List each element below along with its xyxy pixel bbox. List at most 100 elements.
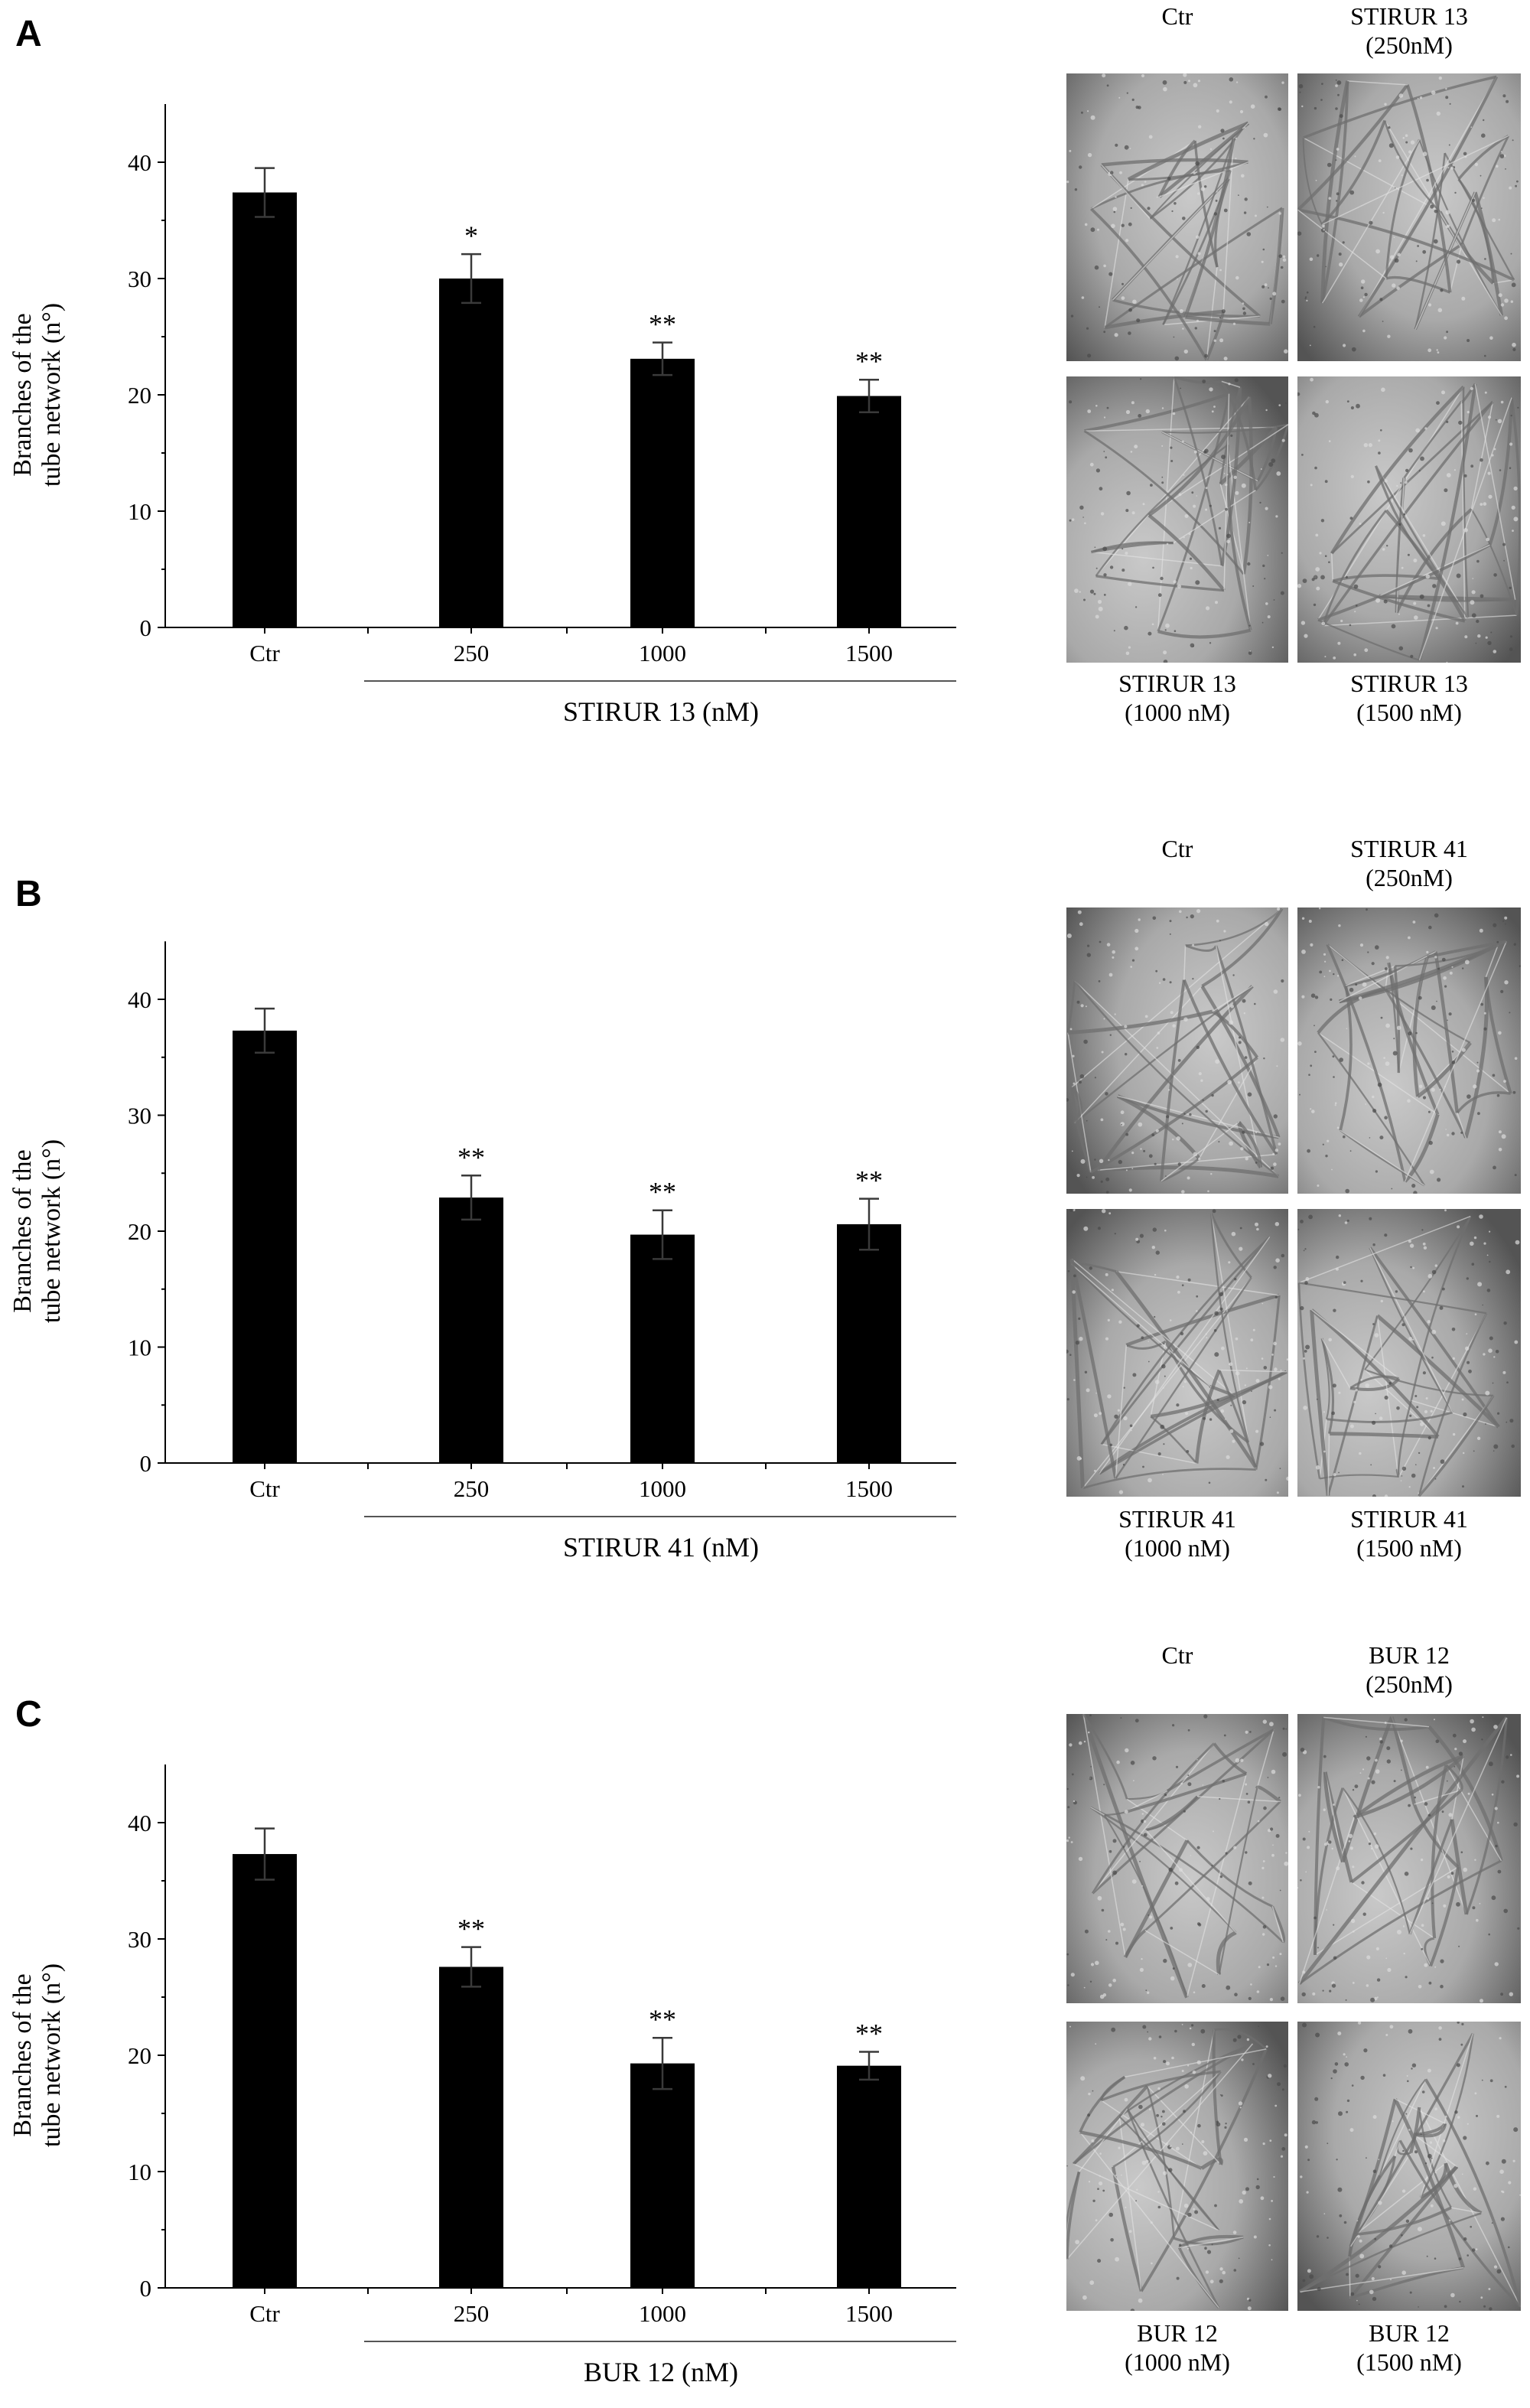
caption-line: STIRUR 41 bbox=[1350, 835, 1468, 862]
y-tick-label: 40 bbox=[128, 1810, 151, 1836]
caption-a-1500: STIRUR 13 (1500 nM) bbox=[1294, 669, 1524, 727]
bar bbox=[630, 2063, 695, 2288]
micrograph-b-1500 bbox=[1297, 1209, 1521, 1497]
significance-label: ** bbox=[855, 1165, 883, 1196]
caption-c-250: BUR 12 (250nM) bbox=[1294, 1641, 1524, 1699]
micrograph-b-ctr bbox=[1066, 907, 1288, 1194]
caption-a-250: STIRUR 13 (250nM) bbox=[1294, 2, 1524, 60]
caption-b-1000: STIRUR 41 (1000 nM) bbox=[1063, 1504, 1292, 1562]
micrograph-texture bbox=[1066, 1209, 1288, 1497]
caption-line: BUR 12 bbox=[1369, 2319, 1450, 2347]
x-tick-label: Ctr bbox=[249, 640, 280, 666]
bar bbox=[233, 1854, 297, 2288]
caption-line: STIRUR 41 bbox=[1350, 1505, 1468, 1533]
y-tick-label: 20 bbox=[128, 2042, 151, 2069]
bar bbox=[837, 2065, 901, 2288]
bar bbox=[233, 192, 297, 627]
bar bbox=[837, 1224, 901, 1463]
caption-line: (1500 nM) bbox=[1356, 2348, 1462, 2376]
y-axis-label: Branches of thetube network (n°) bbox=[8, 1139, 66, 1323]
caption-c-1000: BUR 12 (1000 nM) bbox=[1063, 2318, 1292, 2377]
micrograph-c-1000 bbox=[1066, 2022, 1288, 2311]
y-axis-label: Branches of thetube network (n°) bbox=[8, 303, 66, 487]
micrograph-c-ctr bbox=[1066, 1714, 1288, 2003]
x-tick-label: 1500 bbox=[845, 640, 893, 666]
caption-line: (1000 nM) bbox=[1125, 699, 1230, 726]
micrograph-c-1500 bbox=[1297, 2022, 1521, 2311]
significance-label: ** bbox=[457, 1914, 485, 1944]
caption-line: Ctr bbox=[1161, 1641, 1193, 1669]
x-tick-label: 1000 bbox=[639, 2300, 686, 2327]
panel-letter: B bbox=[15, 874, 42, 914]
x-tick-label: 1000 bbox=[639, 640, 686, 666]
y-tick-label: 40 bbox=[128, 149, 151, 176]
y-tick-label: 30 bbox=[128, 1926, 151, 1953]
micrograph-a-ctr bbox=[1066, 73, 1288, 361]
y-tick-label: 10 bbox=[128, 498, 151, 525]
y-axis-label-line: Branches of the bbox=[8, 1973, 37, 2136]
micrograph-a-1000 bbox=[1066, 376, 1288, 663]
micrograph-a-1500 bbox=[1297, 376, 1521, 663]
caption-a-ctr: Ctr bbox=[1063, 2, 1292, 31]
caption-line: STIRUR 13 bbox=[1118, 670, 1236, 697]
caption-line: (1500 nM) bbox=[1356, 1534, 1462, 1562]
significance-label: ** bbox=[855, 2018, 883, 2048]
micrograph-texture bbox=[1066, 73, 1288, 361]
caption-line: STIRUR 13 bbox=[1350, 670, 1468, 697]
bar bbox=[630, 1234, 695, 1463]
micrograph-texture bbox=[1297, 1714, 1521, 2003]
caption-line: STIRUR 13 bbox=[1350, 2, 1468, 30]
bar bbox=[439, 1966, 503, 2288]
x-axis-label: STIRUR 13 (nM) bbox=[563, 696, 759, 727]
y-tick-label: 10 bbox=[128, 1334, 151, 1361]
significance-label: ** bbox=[649, 309, 676, 340]
caption-line: Ctr bbox=[1161, 835, 1193, 862]
y-tick-label: 10 bbox=[128, 2159, 151, 2185]
y-axis-label-line: tube network (n°) bbox=[37, 303, 66, 487]
x-tick-label: 250 bbox=[454, 1475, 490, 1502]
y-tick-label: 0 bbox=[140, 614, 152, 641]
x-tick-label: 250 bbox=[454, 640, 490, 666]
y-axis-label-line: Branches of the bbox=[8, 313, 37, 476]
y-tick-label: 20 bbox=[128, 382, 151, 409]
y-axis-label-line: tube network (n°) bbox=[37, 1963, 66, 2147]
significance-label: ** bbox=[855, 346, 883, 376]
bar bbox=[837, 396, 901, 627]
micrograph-texture bbox=[1066, 376, 1288, 663]
bar bbox=[439, 1197, 503, 1463]
panel-letter: C bbox=[15, 1694, 42, 1735]
micrograph-b-250 bbox=[1297, 907, 1521, 1194]
x-axis-label: BUR 12 (nM) bbox=[584, 2357, 738, 2387]
bar bbox=[630, 358, 695, 627]
caption-line: Ctr bbox=[1161, 2, 1193, 30]
micrograph-a-250 bbox=[1297, 73, 1521, 361]
y-axis-label-line: tube network (n°) bbox=[37, 1139, 66, 1323]
significance-label: ** bbox=[457, 1142, 485, 1172]
micrograph-texture bbox=[1297, 73, 1521, 361]
caption-c-ctr: Ctr bbox=[1063, 1641, 1292, 1670]
micrograph-c-250 bbox=[1297, 1714, 1521, 2003]
caption-line: (250nM) bbox=[1366, 31, 1453, 59]
caption-a-1000: STIRUR 13 (1000 nM) bbox=[1063, 669, 1292, 727]
micrograph-b-1000 bbox=[1066, 1209, 1288, 1497]
x-axis-label: STIRUR 41 (nM) bbox=[563, 1532, 759, 1562]
x-tick-label: 250 bbox=[454, 2300, 490, 2327]
x-tick-label: Ctr bbox=[249, 2300, 280, 2327]
micrograph-texture bbox=[1297, 1209, 1521, 1497]
bar bbox=[233, 1030, 297, 1463]
significance-label: * bbox=[464, 220, 478, 251]
caption-b-ctr: Ctr bbox=[1063, 834, 1292, 863]
micrograph-texture bbox=[1297, 2022, 1521, 2311]
bar-chart-b: B Branches of thetube network (n°) 0 10 20 30… bbox=[8, 874, 956, 1562]
x-tick-label: 1000 bbox=[639, 1475, 686, 1502]
caption-line: (1000 nM) bbox=[1125, 1534, 1230, 1562]
micrograph-texture bbox=[1066, 907, 1288, 1194]
micrograph-texture bbox=[1297, 907, 1521, 1194]
y-tick-label: 30 bbox=[128, 1103, 151, 1129]
caption-line: STIRUR 41 bbox=[1118, 1505, 1236, 1533]
micrograph-texture bbox=[1297, 376, 1521, 663]
y-axis-label-line: Branches of the bbox=[8, 1149, 37, 1312]
caption-line: BUR 12 bbox=[1137, 2319, 1218, 2347]
caption-line: (250nM) bbox=[1366, 1670, 1453, 1698]
